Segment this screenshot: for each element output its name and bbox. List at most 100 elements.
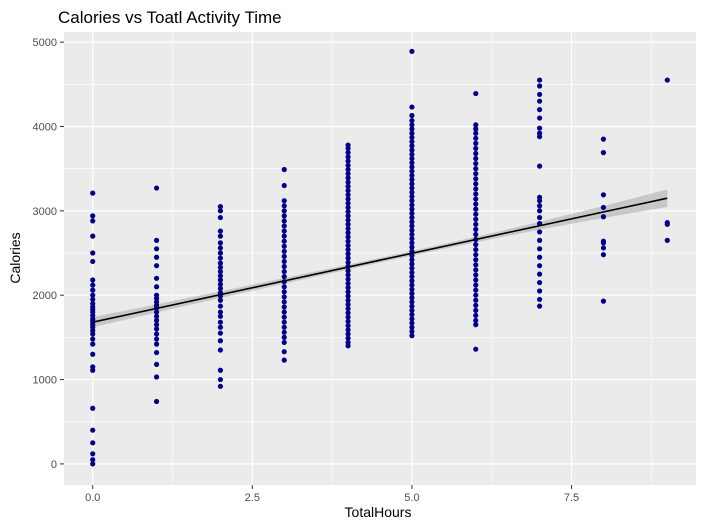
data-point <box>281 314 287 320</box>
data-point <box>473 282 479 288</box>
data-point <box>473 171 479 177</box>
data-point <box>281 203 287 209</box>
data-point <box>281 304 287 310</box>
data-point <box>217 347 224 353</box>
data-point <box>536 296 543 303</box>
data-point <box>409 206 415 212</box>
data-point <box>409 299 415 305</box>
confidence-band <box>92 189 668 328</box>
data-point <box>409 269 415 276</box>
data-point <box>281 309 287 315</box>
data-point <box>345 162 351 168</box>
data-point <box>345 268 351 274</box>
data-point <box>473 262 479 268</box>
data-point <box>409 202 415 208</box>
data-point <box>153 284 160 290</box>
data-point <box>345 322 351 329</box>
data-point <box>153 336 160 342</box>
data-point <box>345 301 351 308</box>
data-point <box>409 117 415 124</box>
data-point <box>664 237 670 243</box>
y-tick-label: 4000 <box>33 121 57 133</box>
data-point <box>281 208 287 214</box>
data-point <box>217 228 224 234</box>
data-point <box>409 223 415 229</box>
data-point <box>409 172 415 179</box>
data-point <box>409 143 415 149</box>
data-point <box>409 104 415 110</box>
data-point <box>345 238 351 244</box>
data-point <box>153 275 160 281</box>
data-point <box>345 335 351 341</box>
data-point <box>473 302 479 308</box>
data-point <box>409 198 415 204</box>
data-point <box>536 115 543 121</box>
data-point <box>409 160 415 166</box>
data-point <box>281 319 287 325</box>
data-point <box>409 189 415 195</box>
data-point <box>345 175 351 181</box>
data-point <box>217 260 224 266</box>
data-point <box>345 200 351 206</box>
y-tick-label: 3000 <box>33 206 57 218</box>
data-point <box>217 264 224 270</box>
y-tick-label: 5000 <box>33 37 57 49</box>
data-point <box>281 166 287 173</box>
data-point <box>473 130 479 136</box>
data-point <box>409 328 415 335</box>
data-point <box>473 181 479 187</box>
data-point <box>409 290 415 297</box>
data-point <box>281 324 287 330</box>
data-point <box>217 255 224 261</box>
data-point <box>217 338 224 344</box>
data-point <box>345 217 351 223</box>
data-point <box>153 185 160 191</box>
data-point <box>345 297 351 303</box>
data-point <box>600 192 607 198</box>
data-point <box>217 240 224 246</box>
data-point <box>153 237 160 243</box>
data-point <box>473 277 479 283</box>
data-point <box>345 327 351 333</box>
data-point <box>153 341 160 347</box>
data-point <box>473 287 479 293</box>
data-point <box>217 208 224 214</box>
data-point <box>90 190 96 196</box>
minor-gridlines <box>64 32 696 485</box>
data-point <box>536 194 543 200</box>
data-point <box>153 322 160 328</box>
data-point <box>90 351 96 357</box>
y-axis-ticks: 0 1000 2000 3000 4000 5000 <box>33 37 64 471</box>
data-point <box>281 248 287 254</box>
x-axis-ticks: 0.0 2.5 5.0 7.5 <box>85 485 579 504</box>
data-point <box>600 136 607 142</box>
data-point <box>217 285 224 292</box>
data-point <box>281 253 287 259</box>
data-point <box>473 191 479 197</box>
data-point <box>217 367 224 373</box>
data-point <box>409 219 415 225</box>
data-point <box>90 258 96 265</box>
data-point <box>281 339 287 346</box>
data-point <box>345 209 351 215</box>
data-point <box>90 341 96 347</box>
data-point <box>153 374 160 380</box>
data-point <box>345 150 351 156</box>
data-point <box>281 299 287 305</box>
data-point <box>217 313 224 319</box>
data-point <box>473 346 479 352</box>
data-point <box>536 125 543 131</box>
data-point <box>153 263 160 269</box>
data-point <box>345 204 351 211</box>
data-point <box>345 339 351 346</box>
confidence-band-area <box>92 189 668 328</box>
y-tick-label: 1000 <box>33 375 57 387</box>
data-point <box>536 246 543 252</box>
data-point <box>90 440 96 446</box>
data-point <box>536 98 543 104</box>
data-point <box>536 288 543 294</box>
data-point <box>536 208 543 214</box>
data-point <box>600 214 607 220</box>
data-point <box>536 203 543 209</box>
